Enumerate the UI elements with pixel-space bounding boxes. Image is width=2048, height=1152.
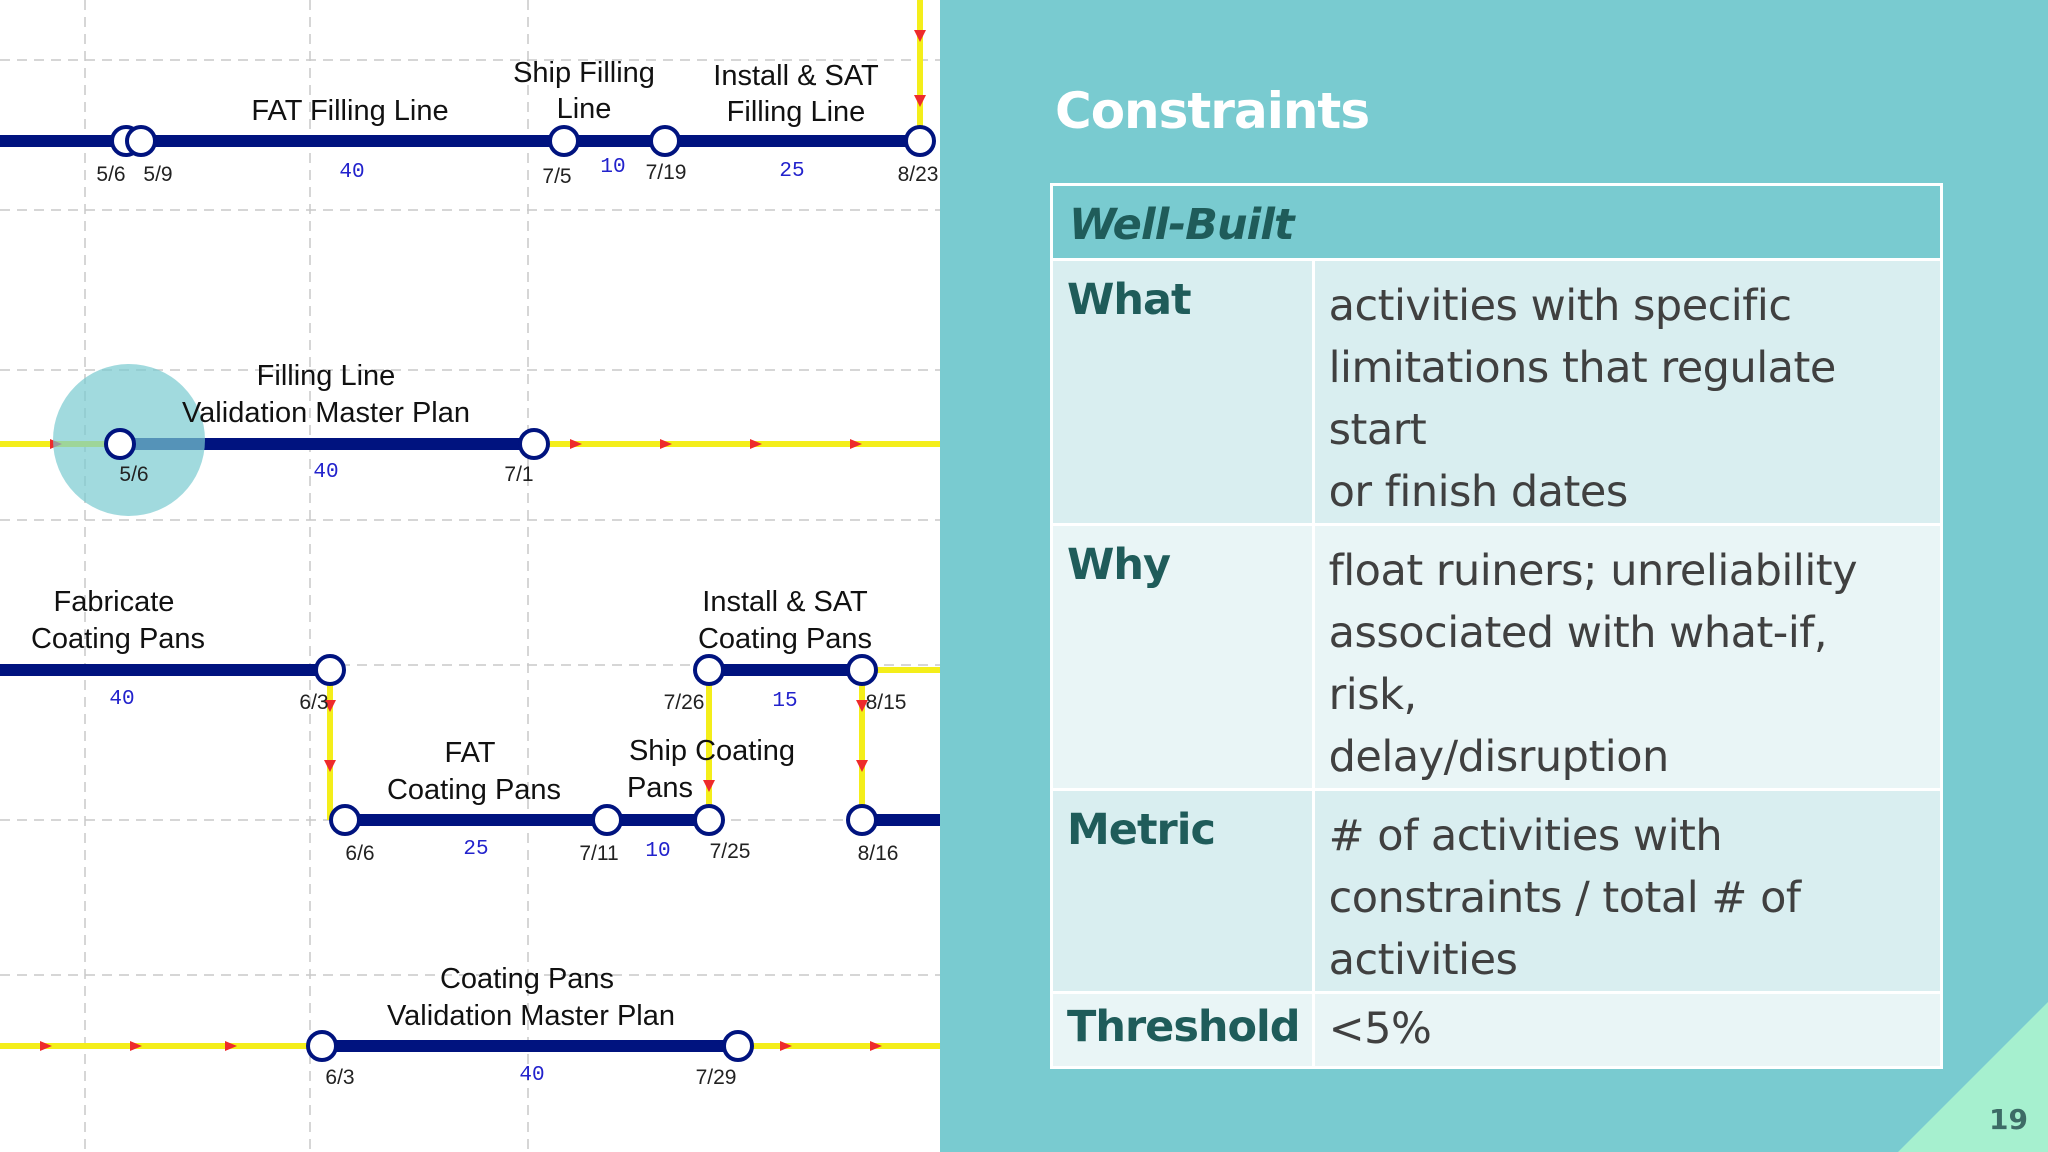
- row-value: activities with specific limitations that…: [1328, 281, 1837, 517]
- constraints-table: Well-Built What activities with specific…: [1050, 183, 1944, 1069]
- duration-label: 10: [645, 840, 670, 863]
- value-cell: activities with specific limitations that…: [1311, 258, 1944, 526]
- date-label: 8/16: [858, 842, 899, 865]
- activity-label: Fabricate: [54, 586, 175, 618]
- node-8-23: [904, 125, 936, 157]
- date-label: 7/11: [579, 842, 618, 865]
- slide-title: Constraints: [1055, 82, 1370, 140]
- node-7-19: [649, 125, 681, 157]
- node-6-6: [329, 804, 361, 836]
- arrow-markers: [40, 30, 926, 1051]
- date-label: 6/3: [325, 1066, 354, 1089]
- row-key: What: [1067, 275, 1192, 325]
- date-label: 7/5: [542, 165, 571, 188]
- date-label: 5/6: [96, 163, 125, 186]
- activity-label: Install & SAT: [702, 586, 868, 618]
- event-nodes[interactable]: [104, 125, 936, 1062]
- value-cell: float ruiners; unreliability associated w…: [1311, 523, 1944, 791]
- node-8-15: [846, 654, 878, 686]
- node-6-3-row3: [314, 654, 346, 686]
- activity-label: Ship Coating: [629, 735, 795, 767]
- activity-label: Pans: [627, 772, 693, 804]
- activity-label: Filling Line: [257, 360, 396, 392]
- activity-label: Validation Master Plan: [182, 397, 470, 429]
- activity-label: FAT Filling Line: [251, 95, 448, 127]
- duration-label: 25: [779, 160, 804, 183]
- table-row: Threshold <5%: [1050, 991, 1944, 1069]
- page-number: 19: [1989, 1103, 2028, 1136]
- activity-label: Ship Filling: [513, 57, 655, 89]
- table-row: What activities with specific limitations…: [1050, 258, 1944, 526]
- duration-label: 40: [339, 161, 364, 184]
- activity-label: Line: [557, 93, 612, 125]
- node-5-9: [125, 125, 157, 157]
- key-cell: Threshold: [1050, 991, 1315, 1069]
- row-key: Why: [1067, 540, 1171, 590]
- value-cell: # of activities with constraints / total …: [1311, 788, 1944, 994]
- row-value: <5%: [1328, 1004, 1432, 1054]
- node-5-6-row2: [104, 428, 136, 460]
- duration-label: 15: [772, 690, 797, 713]
- node-7-25: [693, 804, 725, 836]
- key-cell: Metric: [1050, 788, 1315, 994]
- row-key: Threshold: [1067, 1002, 1301, 1052]
- node-7-11: [591, 804, 623, 836]
- row-key: Metric: [1067, 805, 1216, 855]
- node-7-5: [548, 125, 580, 157]
- key-cell: What: [1050, 258, 1315, 526]
- node-8-16: [846, 804, 878, 836]
- duration-label: 25: [463, 838, 488, 861]
- table-header: Well-Built: [1069, 200, 1295, 250]
- activity-label: Coating Pans: [387, 774, 561, 806]
- date-label: 7/29: [696, 1066, 737, 1089]
- node-7-29: [722, 1030, 754, 1062]
- date-label: 8/23: [898, 163, 939, 186]
- row-value: float ruiners; unreliability associated w…: [1328, 546, 1858, 782]
- key-cell: Why: [1050, 523, 1315, 791]
- table-row: Metric # of activities with constraints /…: [1050, 788, 1944, 994]
- activity-label: Coating Pans: [440, 963, 614, 995]
- node-7-1: [518, 428, 550, 460]
- value-cell: <5%: [1311, 991, 1944, 1069]
- slide-panel: Constraints Well-Built What activities w…: [940, 0, 2048, 1152]
- duration-label: 40: [109, 688, 134, 711]
- node-6-3-row4: [306, 1030, 338, 1062]
- activity-label: Install & SAT: [713, 60, 879, 92]
- date-label: 7/19: [646, 161, 687, 184]
- activity-label: Coating Pans: [698, 623, 872, 655]
- date-label: 7/25: [710, 840, 751, 863]
- date-label: 8/15: [866, 691, 907, 714]
- activity-label: Filling Line: [727, 96, 866, 128]
- date-label: 5/9: [143, 163, 172, 186]
- table-row: Why float ruiners; unreliability associat…: [1050, 523, 1944, 791]
- date-label: 5/6: [119, 463, 148, 486]
- duration-label: 40: [519, 1064, 544, 1087]
- date-label: 6/3: [299, 691, 328, 714]
- node-7-26: [693, 654, 725, 686]
- activity-label: FAT: [444, 737, 495, 769]
- corner-accent: [1898, 1002, 2048, 1152]
- date-label: 7/26: [664, 691, 705, 714]
- network-diagram[interactable]: FAT Filling Line Ship Filling Line Insta…: [0, 0, 940, 1152]
- duration-label: 40: [313, 461, 338, 484]
- duration-label: 10: [600, 156, 625, 179]
- date-label: 6/6: [345, 842, 374, 865]
- activity-label: Validation Master Plan: [387, 1000, 675, 1032]
- date-label: 7/1: [504, 463, 533, 486]
- row-value: # of activities with constraints / total …: [1328, 811, 1801, 985]
- activity-label: Coating Pans: [31, 623, 205, 655]
- table-header-cell: Well-Built: [1050, 183, 1943, 261]
